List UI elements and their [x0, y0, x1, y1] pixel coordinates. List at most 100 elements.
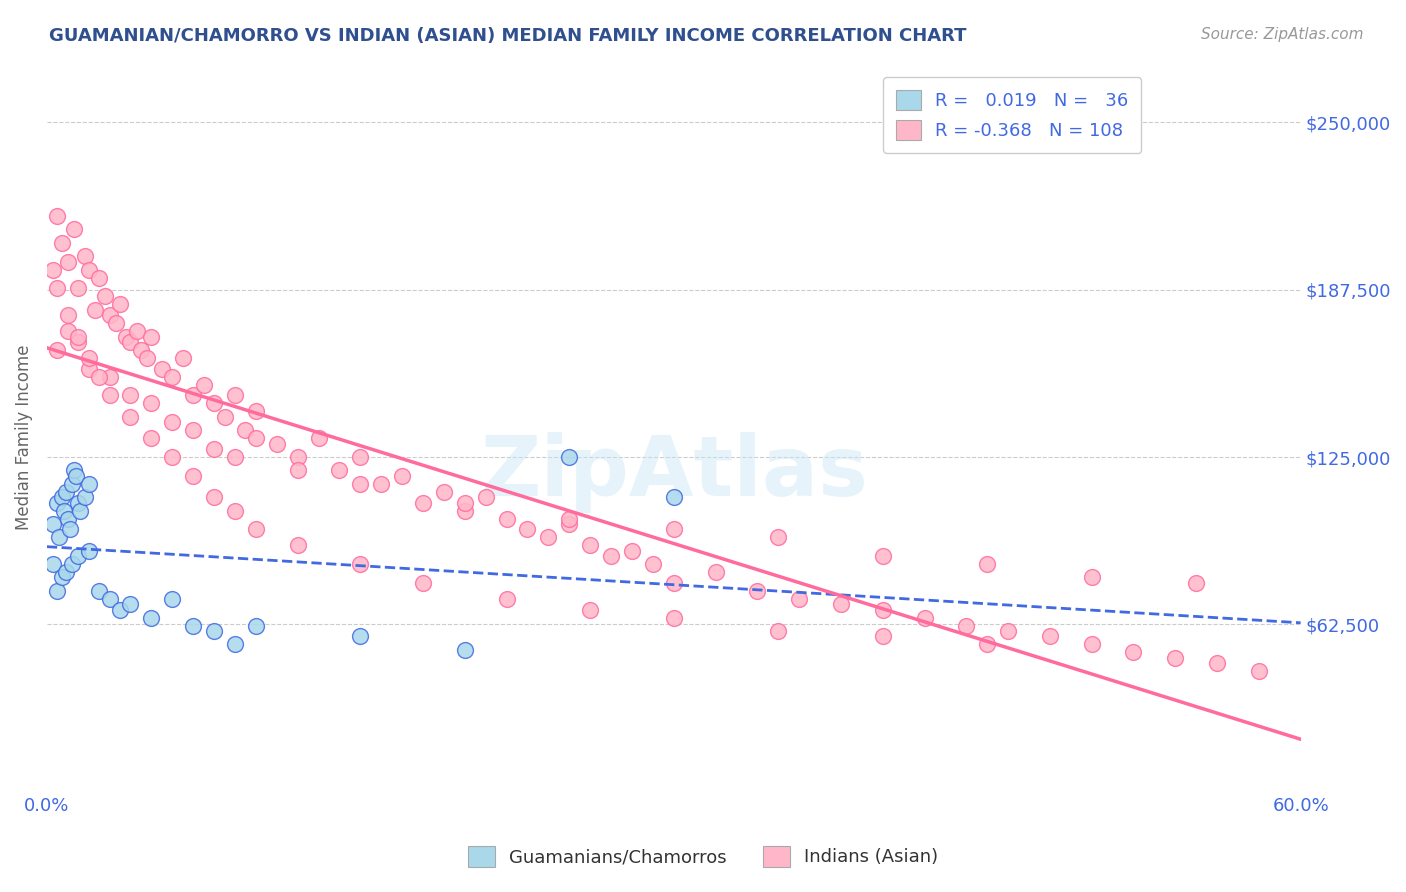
Point: [641, 557, 664, 571]
Point: [56, 308, 79, 322]
Point: [768, 624, 790, 638]
Point: [1039, 629, 1062, 643]
Point: [69, 503, 91, 517]
Y-axis label: Median Family Income: Median Family Income: [15, 344, 32, 530]
Point: [328, 463, 350, 477]
Point: [214, 409, 236, 424]
Point: [349, 476, 371, 491]
Point: [872, 629, 894, 643]
Point: [65, 468, 87, 483]
Point: [287, 450, 309, 464]
Legend: R =   0.019   N =   36, R = -0.368   N = 108: R = 0.019 N = 36, R = -0.368 N = 108: [883, 77, 1142, 153]
Point: [872, 549, 894, 563]
Point: [1164, 650, 1187, 665]
Point: [56, 511, 79, 525]
Point: [150, 361, 173, 376]
Point: [287, 463, 309, 477]
Point: [558, 511, 581, 525]
Point: [516, 522, 538, 536]
Point: [474, 490, 496, 504]
Point: [370, 476, 392, 491]
Point: [98, 369, 121, 384]
Legend: Guamanians/Chamorros, Indians (Asian): Guamanians/Chamorros, Indians (Asian): [460, 838, 946, 874]
Point: [1185, 575, 1208, 590]
Text: Source: ZipAtlas.com: Source: ZipAtlas.com: [1201, 27, 1364, 42]
Point: [98, 308, 121, 322]
Point: [73, 249, 96, 263]
Point: [768, 530, 790, 544]
Point: [141, 431, 163, 445]
Point: [162, 415, 184, 429]
Point: [349, 450, 371, 464]
Point: [98, 388, 121, 402]
Point: [1080, 637, 1102, 651]
Point: [46, 495, 69, 509]
Point: [287, 538, 309, 552]
Point: [193, 377, 215, 392]
Point: [662, 522, 685, 536]
Point: [120, 334, 142, 349]
Point: [77, 543, 100, 558]
Point: [202, 624, 225, 638]
Point: [120, 409, 142, 424]
Point: [245, 431, 267, 445]
Point: [914, 610, 936, 624]
Point: [349, 629, 371, 643]
Point: [662, 490, 685, 504]
Point: [77, 351, 100, 365]
Point: [63, 222, 86, 236]
Point: [77, 262, 100, 277]
Point: [955, 618, 977, 632]
Point: [181, 618, 204, 632]
Point: [454, 642, 477, 657]
Point: [46, 281, 69, 295]
Point: [56, 254, 79, 268]
Point: [115, 329, 138, 343]
Point: [51, 235, 73, 250]
Point: [56, 324, 79, 338]
Point: [872, 602, 894, 616]
Point: [98, 591, 121, 606]
Point: [704, 565, 727, 579]
Point: [245, 404, 267, 418]
Point: [141, 329, 163, 343]
Point: [454, 495, 477, 509]
Point: [67, 329, 90, 343]
Point: [59, 522, 82, 536]
Point: [662, 575, 685, 590]
Point: [412, 575, 434, 590]
Point: [52, 503, 75, 517]
Point: [77, 476, 100, 491]
Point: [162, 450, 184, 464]
Point: [181, 468, 204, 483]
Point: [67, 495, 90, 509]
Point: [162, 591, 184, 606]
Point: [172, 351, 194, 365]
Point: [266, 436, 288, 450]
Point: [141, 610, 163, 624]
Point: [181, 423, 204, 437]
Point: [433, 484, 456, 499]
Point: [662, 610, 685, 624]
Point: [412, 495, 434, 509]
Point: [51, 570, 73, 584]
Point: [55, 565, 77, 579]
Point: [162, 369, 184, 384]
Point: [787, 591, 810, 606]
Point: [349, 557, 371, 571]
Point: [108, 602, 131, 616]
Point: [495, 511, 517, 525]
Point: [77, 361, 100, 376]
Point: [830, 597, 852, 611]
Point: [976, 637, 998, 651]
Point: [308, 431, 330, 445]
Point: [46, 583, 69, 598]
Point: [60, 557, 83, 571]
Point: [141, 396, 163, 410]
Point: [202, 442, 225, 456]
Point: [63, 463, 86, 477]
Point: [73, 490, 96, 504]
Point: [67, 334, 90, 349]
Point: [997, 624, 1019, 638]
Point: [1122, 645, 1144, 659]
